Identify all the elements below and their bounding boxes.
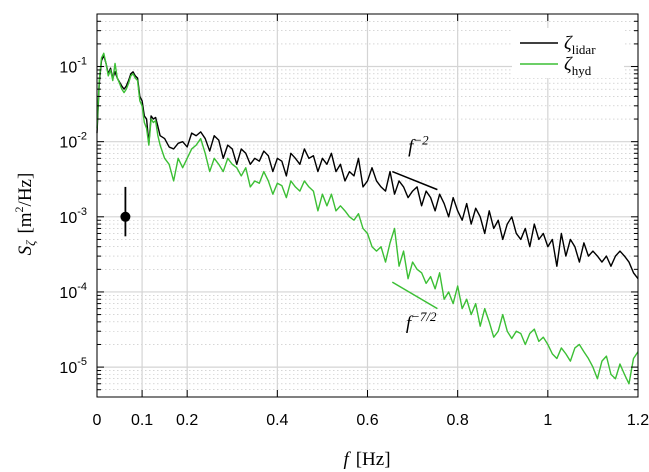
legend-label-lidar-name: ζ: [564, 33, 573, 54]
y-tick-label-exp: -5: [77, 356, 87, 368]
series-line-hyd: [96, 52, 639, 385]
legend-label-hyd: ζhyd: [564, 54, 592, 78]
x-tick-label: 0.6: [356, 412, 378, 429]
major-grid: [96, 14, 639, 397]
annotation-layer: f−2f−7/2: [120, 132, 438, 334]
y-tick-label-base: 10: [59, 285, 77, 302]
series-layer: [96, 52, 639, 385]
x-tick-label: 0.2: [176, 412, 198, 429]
y-tick-label: 10-2: [59, 131, 87, 152]
legend-box: [512, 28, 624, 78]
y-tick-label-base: 10: [59, 135, 77, 152]
x-tick-label: 0: [93, 412, 102, 429]
legend-label-hyd-sub: hyd: [572, 63, 592, 78]
x-tick-label: 1: [543, 412, 552, 429]
slope-label-exp: −7/2: [411, 309, 437, 324]
y-tick-label-base: 10: [59, 60, 77, 77]
legend-label-lidar: ζlidar: [564, 33, 596, 57]
slope-label-base: f: [406, 313, 414, 334]
slope-line: [391, 281, 438, 310]
y-tick-label: 10-5: [59, 356, 87, 377]
slope-label-base: f: [408, 136, 416, 157]
legend-label-hyd-name: ζ: [564, 54, 573, 75]
legend: ζlidar ζhyd: [512, 28, 624, 78]
ticks-layer: [96, 14, 639, 397]
x-tick-label: 0.8: [447, 412, 469, 429]
slope-line: [392, 170, 438, 191]
y-tick-label-exp: -1: [77, 56, 87, 68]
y-tick-label-base: 10: [59, 360, 77, 377]
x-tick-labels: 0 0.1 0.2 0.4 0.6 0.8 1 1.2: [93, 412, 649, 429]
y-axis-unit-sup: 2: [12, 206, 26, 212]
y-tick-label: 10-4: [59, 281, 87, 302]
y-axis-var-sub: ζ: [23, 240, 38, 246]
x-tick-label: 0.4: [266, 412, 288, 429]
y-tick-label-exp: -3: [77, 206, 87, 218]
y-axis-unit-pre: [m: [15, 212, 36, 233]
y-tick-label-exp: -2: [77, 131, 87, 143]
y-tick-label-base: 10: [59, 210, 77, 227]
x-axis-label: f [Hz]: [343, 449, 390, 470]
error-bar-point: [120, 211, 131, 222]
x-tick-label: 0.1: [131, 412, 153, 429]
legend-label-lidar-sub: lidar: [572, 42, 596, 57]
slope-label-exp: −2: [413, 132, 429, 147]
x-axis-unit: [Hz]: [356, 449, 391, 470]
y-tick-label: 10-1: [59, 56, 87, 77]
y-axis-unit-post: /Hz]: [15, 173, 36, 207]
slope-label: f−7/2: [406, 309, 437, 334]
slope-label: f−2: [408, 132, 429, 157]
x-tick-label: 1.2: [627, 412, 649, 429]
y-axis-label: Sζ [m2/Hz]: [12, 173, 38, 256]
y-tick-labels: 10-510-410-310-210-1: [59, 56, 87, 378]
series-line-lidar: [96, 54, 639, 280]
y-tick-label: 10-3: [59, 206, 87, 227]
y-axis-var: S: [15, 245, 36, 255]
x-axis-var: f: [343, 449, 351, 470]
y-tick-label-exp: -4: [77, 281, 87, 293]
